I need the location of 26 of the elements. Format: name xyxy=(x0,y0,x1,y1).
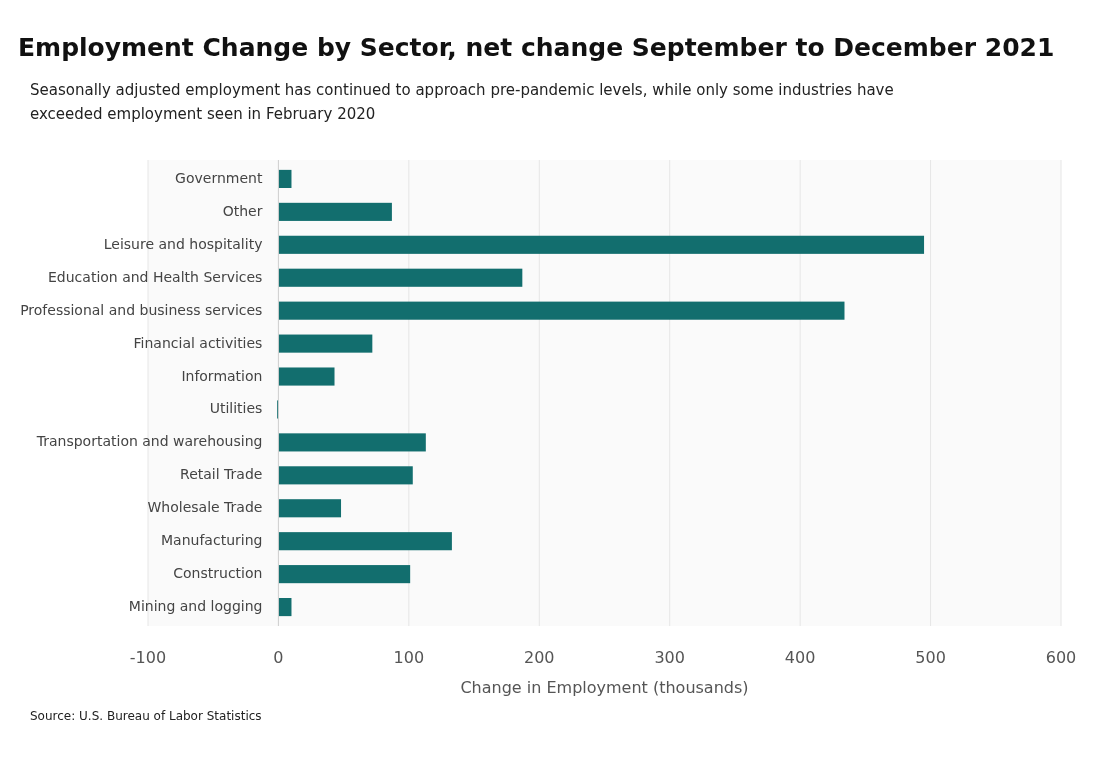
y-tick-label: Government xyxy=(175,169,263,186)
y-tick-label: Construction xyxy=(173,565,263,582)
x-tick-label: 300 xyxy=(654,648,685,667)
x-tick-label: 200 xyxy=(524,648,555,667)
y-tick-label: Education and Health Services xyxy=(48,268,263,285)
x-tick-label: -100 xyxy=(129,648,167,667)
x-axis-title: Change in Employment (thousands) xyxy=(460,678,749,697)
chart-subtitle: Seasonally adjusted employment has continued to approach pre-pandemic levels, while only some industries have exceeded employment seen in February 2020 xyxy=(30,81,894,123)
chart-title: Employment Change by Sector, net change September to December 2021 xyxy=(18,33,1055,62)
y-tick-label: Information xyxy=(181,367,263,384)
y-tick-label: Professional and business services xyxy=(20,301,263,318)
x-tick-label: 500 xyxy=(915,648,946,667)
y-tick-label: Utilities xyxy=(209,400,263,417)
y-tick-label: Mining and logging xyxy=(128,598,263,615)
x-tick-label: 0 xyxy=(273,648,284,667)
y-tick-label: Wholesale Trade xyxy=(147,499,263,516)
x-tick-label: 100 xyxy=(393,648,425,667)
x-tick-label: 400 xyxy=(784,648,816,667)
y-tick-label: Manufacturing xyxy=(161,532,263,549)
y-tick-label: Transportation and warehousing xyxy=(35,433,263,450)
y-tick-label: Financial activities xyxy=(133,334,263,351)
y-tick-label: Retail Trade xyxy=(180,466,263,483)
source-note: Source: U.S. Bureau of Labor Statistics xyxy=(30,709,262,723)
y-tick-label: Leisure and hospitality xyxy=(103,235,263,252)
x-tick-label: 600 xyxy=(1045,648,1077,667)
y-tick-label: Other xyxy=(222,202,263,219)
